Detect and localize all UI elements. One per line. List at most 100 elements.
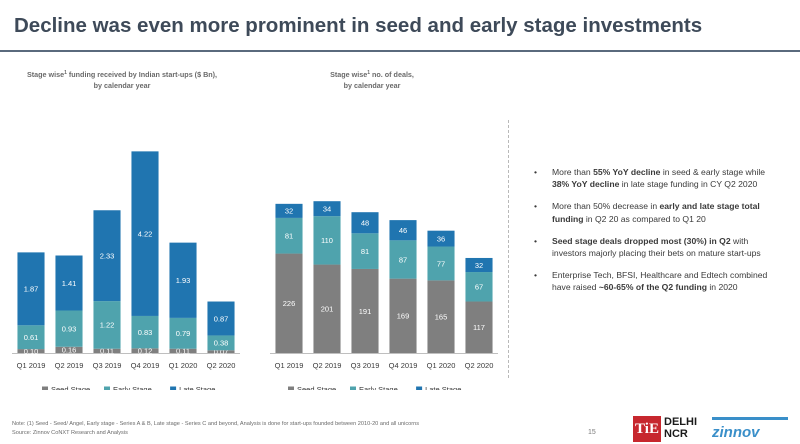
chart-1-x-tick-label: Q4 2019 bbox=[131, 361, 160, 370]
key-point-text: in Q2 20 as compared to Q1 20 bbox=[583, 213, 706, 224]
chart-1-bar-seed-stage bbox=[207, 350, 235, 353]
chart-2-data-label: 32 bbox=[475, 261, 483, 270]
chart-1-legend-swatch bbox=[170, 386, 177, 390]
key-point-4: • Enterprise Tech, BFSI, Healthcare and E… bbox=[534, 269, 784, 293]
chart-2-data-label: 48 bbox=[361, 219, 369, 228]
chart-2-legend-label: Late Stage bbox=[425, 385, 461, 390]
chart-1-data-label: 1.41 bbox=[62, 279, 77, 288]
key-point-text: in seed & early stage while bbox=[660, 167, 766, 177]
tie-logo-mark: TiE bbox=[633, 416, 661, 442]
chart-2-data-label: 110 bbox=[321, 236, 333, 245]
chart-2-bar-seed-stage bbox=[313, 264, 341, 353]
chart-1-bar-late-stage bbox=[17, 252, 45, 326]
chart-1-bar-late-stage bbox=[93, 210, 121, 302]
chart-2-bar-seed-stage bbox=[389, 278, 417, 353]
chart-1-bar-late-stage bbox=[169, 242, 197, 318]
chart-2-bar-early-stage bbox=[427, 246, 455, 281]
chart-2-data-label: 165 bbox=[435, 313, 448, 322]
chart-1-x-tick-label: Q2 2019 bbox=[55, 361, 84, 370]
chart-2-data-label: 36 bbox=[437, 234, 445, 243]
chart-1-data-label: 0.16 bbox=[62, 346, 77, 355]
chart-1-legend-swatch bbox=[42, 386, 48, 390]
key-point-text: with investors majorly placing their bet… bbox=[552, 235, 761, 259]
chart-1-bar-early-stage bbox=[55, 310, 83, 347]
chart-2-bar-early-stage bbox=[465, 272, 493, 302]
chart-2-data-label: 67 bbox=[475, 283, 483, 292]
chart-2-data-label: 226 bbox=[283, 299, 296, 308]
chart-2-data-label: 34 bbox=[323, 204, 331, 213]
chart-2-title-line1: Stage wise1 no. of deals, bbox=[330, 70, 414, 79]
key-point-emphasis: ~60-65% of the Q2 funding bbox=[598, 282, 707, 293]
chart-1-bar-late-stage bbox=[207, 301, 235, 336]
chart-1-legend-label: Seed Stage bbox=[51, 385, 90, 390]
chart-1-data-label: 0.07 bbox=[214, 347, 229, 356]
chart-1-data-label: 1.22 bbox=[100, 321, 115, 330]
chart-1-data-label: 4.22 bbox=[138, 229, 153, 238]
chart-1-data-label: 0.11 bbox=[100, 347, 114, 356]
chart-2-data-label: 117 bbox=[473, 323, 485, 332]
chart-2-bar-seed-stage bbox=[275, 253, 303, 353]
key-point-text: Enterprise Tech, BFSI, Healthcare and Ed… bbox=[552, 270, 768, 293]
chart-2-data-label: 32 bbox=[285, 207, 293, 216]
chart-2-data-label: 169 bbox=[397, 312, 410, 321]
chart-1-bar-seed-stage bbox=[93, 348, 121, 353]
chart-2-data-label: 46 bbox=[399, 226, 407, 235]
bullet-dot: • bbox=[534, 235, 538, 246]
chart-2-x-tick-label: Q1 2019 bbox=[275, 361, 304, 370]
tie-logo-city: DELHI NCR bbox=[664, 416, 706, 440]
chart-2-bar-early-stage bbox=[275, 217, 303, 254]
zinnov-logo: zinnov bbox=[712, 424, 760, 441]
chart-2-bar-late-stage bbox=[351, 212, 379, 234]
chart-2-bar-late-stage bbox=[465, 257, 493, 273]
key-point-1: • More than 55% YoY decline in seed & ear… bbox=[534, 166, 784, 190]
chart-1-bar-early-stage bbox=[207, 335, 235, 351]
chart-2-data-label: 191 bbox=[359, 307, 372, 316]
chart-2-legend-label: Seed Stage bbox=[297, 385, 336, 390]
dashed-divider bbox=[508, 120, 509, 378]
chart-2-bar-late-stage bbox=[389, 220, 417, 241]
bullet-dot: • bbox=[534, 270, 538, 281]
chart-1-bar-seed-stage bbox=[169, 348, 197, 353]
chart-1-bar-early-stage bbox=[93, 301, 121, 349]
chart-2-x-tick-label: Q4 2019 bbox=[389, 361, 418, 370]
footnote-source: Source: Zinnov CoNXT Research and Analys… bbox=[12, 429, 128, 436]
chart-1-x-tick-label: Q3 2019 bbox=[93, 361, 122, 370]
tie-logo-city-line2: NCR bbox=[664, 427, 688, 440]
key-point-emphasis: Seed stage deals dropped most (30%) in Q… bbox=[552, 235, 731, 246]
key-point-emphasis: early and late stage total funding bbox=[552, 201, 760, 224]
tie-logo-city-line1: DELHI bbox=[664, 416, 697, 428]
chart-1-bar-seed-stage bbox=[131, 348, 159, 353]
chart-2-bar-late-stage bbox=[275, 203, 303, 218]
chart-2-bar-early-stage bbox=[351, 233, 379, 269]
chart-2-x-tick-label: Q2 2020 bbox=[465, 361, 494, 370]
chart-2-data-label: 81 bbox=[285, 232, 293, 241]
chart-1-data-label: 0.12 bbox=[138, 346, 153, 355]
chart-1-data-label: 0.93 bbox=[62, 324, 77, 333]
chart-1-data-label: 0.38 bbox=[214, 339, 229, 348]
chart-1-data-label: 0.10 bbox=[24, 347, 39, 356]
key-point-text: in late stage funding in CY Q2 2020 bbox=[619, 179, 758, 190]
chart-1-data-label: 1.93 bbox=[176, 276, 191, 285]
bullet-dot: • bbox=[534, 201, 538, 212]
chart-1-bar-seed-stage bbox=[55, 346, 83, 353]
key-point-text: More than 50% decrease in bbox=[552, 201, 660, 212]
chart-1-legend-label: Late Stage bbox=[179, 385, 215, 390]
chart-2-data-label: 87 bbox=[399, 255, 407, 264]
chart-1-legend-label: Early Stage bbox=[113, 385, 152, 390]
chart-2-data-label: 77 bbox=[437, 259, 445, 268]
chart-2-data-label: 201 bbox=[321, 305, 334, 314]
chart-1-bar-seed-stage bbox=[17, 349, 45, 353]
key-point-text: More than bbox=[552, 167, 594, 177]
chart-1-x-tick-label: Q2 2020 bbox=[207, 361, 236, 370]
chart-2-bar-late-stage bbox=[313, 201, 341, 217]
chart-1-data-label: 2.33 bbox=[100, 251, 115, 260]
page-number: 15 bbox=[588, 429, 596, 436]
chart-1-x-tick-label: Q1 2020 bbox=[169, 361, 198, 370]
key-point-text: in 2020 bbox=[706, 282, 738, 293]
chart-1-data-label: 0.61 bbox=[24, 333, 39, 342]
chart-1-data-label: 0.79 bbox=[176, 329, 191, 338]
key-points-list: • More than 55% YoY decline in seed & ear… bbox=[534, 166, 784, 304]
chart-2-legend-swatch bbox=[288, 386, 294, 390]
chart-2-legend-swatch bbox=[416, 386, 423, 390]
chart-1-data-label: 0.87 bbox=[214, 314, 229, 323]
